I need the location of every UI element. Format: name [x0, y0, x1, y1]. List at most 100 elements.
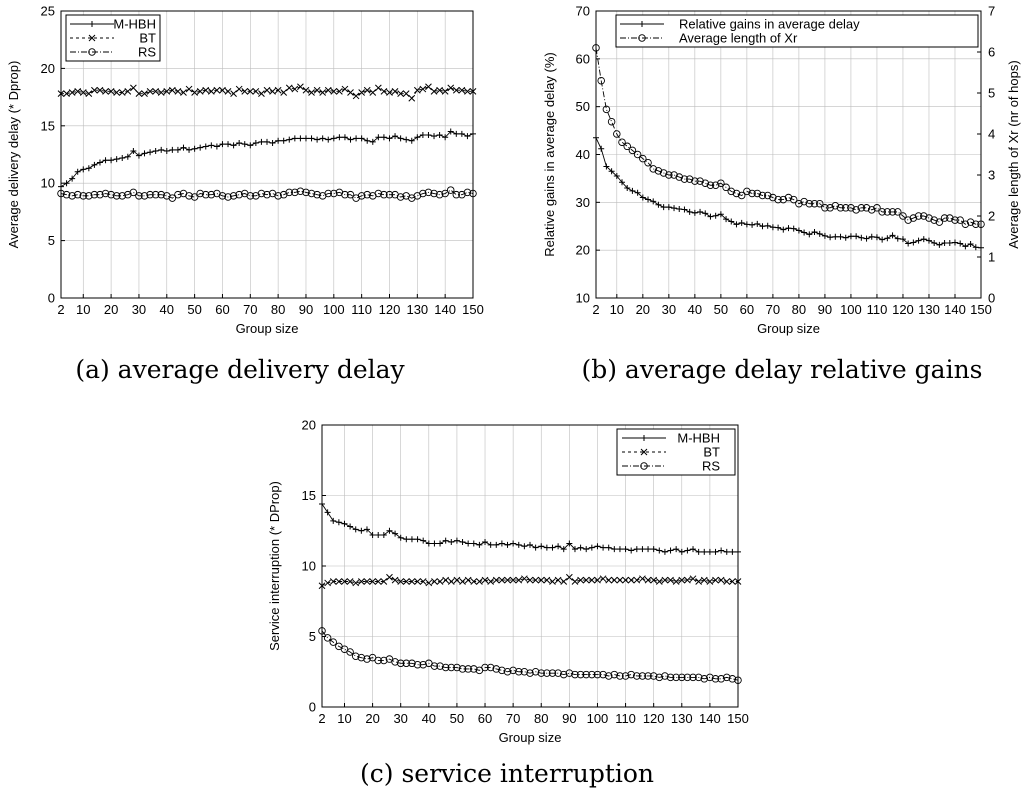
data-point: [397, 90, 404, 98]
x-tick-label: 40: [688, 302, 702, 317]
legend-label: BT: [703, 445, 720, 460]
x-tick-label: 50: [714, 302, 728, 317]
data-point: [386, 573, 393, 581]
x-tick-label: 60: [478, 711, 492, 726]
data-point: [521, 543, 528, 550]
series-rs: [57, 186, 477, 202]
panel-c-chart: 2 10 20 30 40 50 60 70 80 90 100 110 120 130 140 150 0 5 1…: [267, 418, 749, 746]
data-point: [441, 88, 449, 95]
x-tick-label: 50: [450, 711, 464, 726]
data-point: [291, 85, 299, 93]
data-point: [163, 148, 170, 155]
data-point: [611, 546, 618, 553]
data-point: [504, 541, 511, 548]
panel-b-chart: 2 10 20 30 40 50 60 70 80 90 100 110 120 130 140 150102…: [542, 4, 1021, 337]
data-point: [80, 166, 87, 173]
data-point: [879, 236, 886, 243]
data-point: [628, 547, 635, 554]
x-tick-label: 140: [434, 302, 456, 317]
data-point: [702, 210, 709, 217]
data-point: [498, 540, 505, 547]
data-point: [113, 89, 121, 96]
data-point: [718, 547, 725, 554]
data-point: [671, 205, 678, 212]
data-point: [683, 673, 692, 682]
data-point: [785, 225, 792, 232]
data-point: [633, 576, 641, 584]
data-point: [91, 86, 98, 94]
data-point: [644, 672, 652, 680]
data-point: [363, 578, 371, 585]
data-point: [925, 237, 932, 244]
data-point: [526, 669, 534, 677]
data-point: [727, 187, 736, 196]
data-point: [623, 142, 631, 151]
data-point: [593, 670, 602, 679]
data-point: [680, 175, 689, 183]
data-point: [801, 229, 808, 236]
data-point: [324, 579, 331, 587]
data-point: [694, 673, 703, 682]
x-tick-label: 30: [662, 302, 676, 317]
data-point: [905, 240, 912, 247]
data-point: [555, 543, 562, 550]
data-point: [493, 541, 500, 548]
data-point: [734, 676, 742, 684]
data-point: [408, 137, 415, 144]
data-point: [763, 191, 772, 200]
data-point: [324, 189, 332, 198]
plot-frame: [60, 10, 474, 299]
data-point: [263, 190, 271, 199]
data-point: [213, 86, 221, 94]
data-point: [607, 117, 616, 126]
y-tick-label: 70: [576, 4, 590, 19]
data-point: [629, 187, 636, 194]
data-point: [257, 189, 266, 198]
y-tick-label: 5: [309, 629, 316, 644]
data-point: [504, 576, 511, 584]
legend-marker: [638, 34, 646, 42]
data-point: [613, 173, 620, 180]
data-point: [448, 539, 455, 546]
data-point: [403, 136, 410, 143]
data-point: [68, 192, 76, 200]
legend-marker: [88, 48, 96, 56]
data-point: [102, 88, 109, 95]
data-point: [207, 88, 215, 95]
data-point: [571, 578, 579, 585]
data-point: [697, 208, 704, 215]
data-point: [661, 672, 669, 680]
data-point: [655, 673, 664, 682]
data-point: [79, 192, 88, 200]
data-point: [527, 541, 533, 548]
data-point: [163, 88, 171, 95]
data-point: [174, 88, 182, 95]
x-tick-label: 140: [944, 302, 966, 317]
x-tick-label: 130: [918, 302, 940, 317]
data-point: [613, 130, 621, 138]
data-point: [842, 234, 849, 241]
legend-label: RS: [138, 45, 156, 60]
x-tick-label: 130: [671, 711, 693, 726]
data-point: [141, 90, 148, 98]
series-rs: [318, 627, 742, 684]
data-point: [743, 187, 751, 196]
data-point: [307, 189, 316, 198]
data-point: [353, 135, 360, 142]
x-tick-label: 30: [393, 711, 407, 726]
data-point: [225, 141, 232, 148]
y-tick-label: 50: [576, 99, 590, 114]
y-tick-label: 15: [41, 118, 55, 133]
y-tick-label: 20: [302, 418, 316, 433]
x-tick-label: 100: [587, 711, 609, 726]
series-line: [60, 189, 474, 199]
x-tick-label: 120: [643, 711, 665, 726]
data-point: [85, 165, 92, 172]
data-point: [728, 218, 735, 225]
data-point: [396, 659, 405, 668]
series-line: [595, 47, 981, 225]
data-point: [616, 576, 624, 584]
data-point: [129, 188, 138, 197]
data-point: [967, 240, 974, 247]
x-tick-label: 140: [699, 711, 721, 726]
